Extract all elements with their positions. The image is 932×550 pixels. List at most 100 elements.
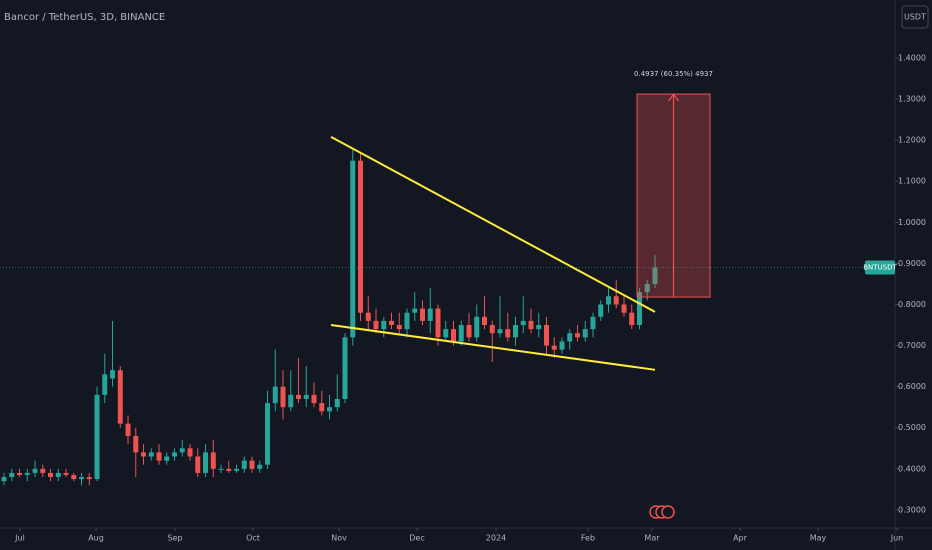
candle-body bbox=[389, 320, 395, 326]
candle-body bbox=[358, 160, 364, 313]
candle-body bbox=[102, 374, 108, 395]
candle-body bbox=[420, 308, 426, 321]
y-tick-label: 0.4000 bbox=[898, 464, 926, 473]
candle-body bbox=[241, 460, 247, 469]
candle-body bbox=[187, 448, 193, 457]
candle-body bbox=[334, 398, 340, 408]
currency: USDT bbox=[904, 13, 926, 22]
candle-body bbox=[280, 386, 286, 408]
candle-body bbox=[412, 308, 418, 313]
candle-body bbox=[40, 468, 46, 473]
y-tick-label: 0.9000 bbox=[898, 259, 926, 268]
y-tick-label: 0.6000 bbox=[898, 382, 926, 391]
event-icons[interactable] bbox=[649, 505, 675, 519]
candle-body bbox=[117, 370, 123, 424]
symbol-label: BNTUSDT bbox=[863, 263, 897, 271]
x-tick-label: Aug bbox=[88, 534, 104, 543]
candle-body bbox=[567, 333, 573, 342]
candle-body bbox=[373, 320, 379, 330]
candle-body bbox=[296, 394, 302, 399]
trendline bbox=[330, 135, 656, 313]
x-tick-label: Nov bbox=[331, 534, 347, 543]
x-tick-label: May bbox=[810, 534, 827, 543]
x-tick-label: Oct bbox=[246, 534, 260, 543]
candle-body bbox=[148, 452, 154, 457]
y-tick-label: 0.7000 bbox=[898, 341, 926, 350]
candle-body bbox=[86, 477, 92, 480]
candle-body bbox=[257, 464, 263, 469]
candle-body bbox=[536, 325, 542, 330]
plot-area bbox=[0, 93, 895, 486]
candle-body bbox=[195, 456, 201, 473]
candle-body bbox=[613, 296, 619, 305]
candle-body bbox=[427, 308, 433, 321]
x-tick-label: Mar bbox=[644, 534, 660, 543]
x-tick-label: Jun bbox=[890, 534, 904, 543]
candle-body bbox=[605, 296, 611, 305]
candle-body bbox=[17, 472, 23, 475]
candle-body bbox=[288, 394, 294, 408]
y-tick-label: 1.2000 bbox=[898, 136, 926, 145]
y-tick-label: 0.3000 bbox=[898, 505, 926, 514]
candle-body bbox=[489, 325, 495, 334]
x-tick-label: 2024 bbox=[486, 534, 506, 543]
candle-body bbox=[32, 468, 38, 473]
candle-body bbox=[79, 477, 85, 480]
x-tick-label: Dec bbox=[409, 534, 424, 543]
candle-body bbox=[125, 423, 131, 436]
candle-body bbox=[381, 320, 387, 330]
candle-body bbox=[265, 403, 271, 465]
candle-body bbox=[466, 325, 472, 338]
candle-body bbox=[71, 474, 77, 480]
candle-body bbox=[350, 160, 356, 338]
y-tick-label: 1.4000 bbox=[898, 53, 926, 62]
candle-body bbox=[513, 325, 519, 338]
y-tick-label: 1.0000 bbox=[898, 218, 926, 227]
candle-body bbox=[443, 329, 449, 338]
y-tick-label: 1.3000 bbox=[898, 95, 926, 104]
candle-body bbox=[629, 312, 635, 326]
y-tick-label: 0.8000 bbox=[898, 300, 926, 309]
candle-body bbox=[528, 320, 534, 330]
candle-body bbox=[396, 325, 402, 330]
currency-box[interactable] bbox=[901, 5, 929, 29]
candle-body bbox=[644, 283, 650, 293]
candle-body bbox=[319, 403, 325, 412]
candle-body bbox=[451, 329, 457, 342]
candle-body bbox=[590, 316, 596, 330]
candle-body bbox=[9, 472, 15, 478]
candle-body bbox=[303, 394, 309, 399]
symbol-label-box bbox=[865, 260, 895, 275]
candle-body bbox=[636, 292, 642, 326]
candle-body bbox=[226, 468, 232, 471]
candle-body bbox=[482, 316, 488, 326]
candle-body bbox=[574, 333, 580, 338]
chart-title: Bancor / TetherUS, 3D, BINANCE bbox=[4, 12, 165, 23]
x-tick-label: Sep bbox=[167, 534, 182, 543]
candle-body bbox=[458, 325, 464, 342]
candle-body bbox=[156, 452, 162, 461]
candle-body bbox=[164, 456, 170, 461]
candle-body bbox=[63, 472, 69, 475]
candle-body bbox=[249, 460, 255, 469]
candle-body bbox=[551, 345, 557, 350]
candle-body bbox=[110, 370, 116, 379]
candle-body bbox=[48, 472, 54, 478]
x-tick-label: Jul bbox=[14, 534, 25, 543]
candle-body bbox=[544, 325, 550, 346]
x-tick-label: Feb bbox=[581, 534, 595, 543]
candle-body bbox=[520, 320, 526, 326]
candle-body bbox=[582, 329, 588, 338]
y-tick-label: 1.1000 bbox=[898, 177, 926, 186]
candle-body bbox=[505, 329, 511, 338]
candle-body bbox=[94, 394, 100, 480]
y-tick-label: 0.5000 bbox=[898, 423, 926, 432]
candle-body bbox=[327, 407, 333, 412]
candle-body bbox=[55, 472, 61, 478]
candle-body bbox=[133, 435, 139, 453]
candle-body bbox=[179, 448, 185, 453]
candle-body bbox=[172, 452, 178, 457]
trendline bbox=[330, 324, 656, 371]
